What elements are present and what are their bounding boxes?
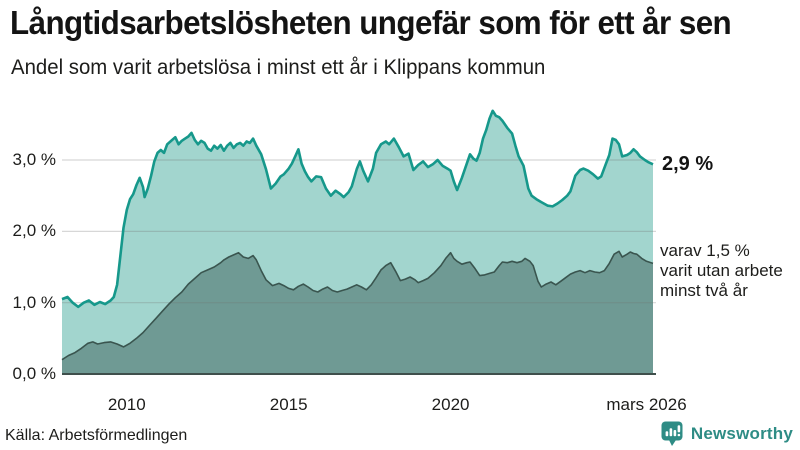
annotation-line-1: varav 1,5 % [660,241,750,260]
area-unemployed-two-years [62,251,653,374]
newsworthy-wordmark: Newsworthy [690,423,793,443]
page-title: Långtidsarbetslösheten ungefär som för e… [10,4,732,41]
source-note: Källa: Arbetsförmedlingen [5,427,188,444]
series1-end-value-label: 2,9 % [662,153,714,175]
newsworthy-bubble-chart-icon [661,421,683,446]
y-tick-label: 3,0 % [12,150,56,169]
y-tick-label: 0,0 % [12,364,56,383]
chart-subtitle: Andel som varit arbetslösa i minst ett å… [11,56,546,79]
annotation-line-3: minst två år [660,281,748,300]
y-tick-label: 1,0 % [12,292,56,312]
annotation-line-2: varit utan arbete [660,261,783,280]
x-tick-label: 2020 [431,395,470,414]
line-unemployed-one-year [61,109,654,309]
line-unemployed-two-years [61,250,654,361]
x-tick-label: mars 2026 [606,395,687,414]
x-tick-label: 2010 [107,395,146,414]
newsworthy-logo[interactable]: Newsworthy [660,420,793,447]
y-tick-label: 2,0 % [12,221,56,241]
series2-annotation: varav 1,5 % varit utan arbete minst två … [660,241,783,301]
x-tick-label: 2015 [269,395,308,414]
